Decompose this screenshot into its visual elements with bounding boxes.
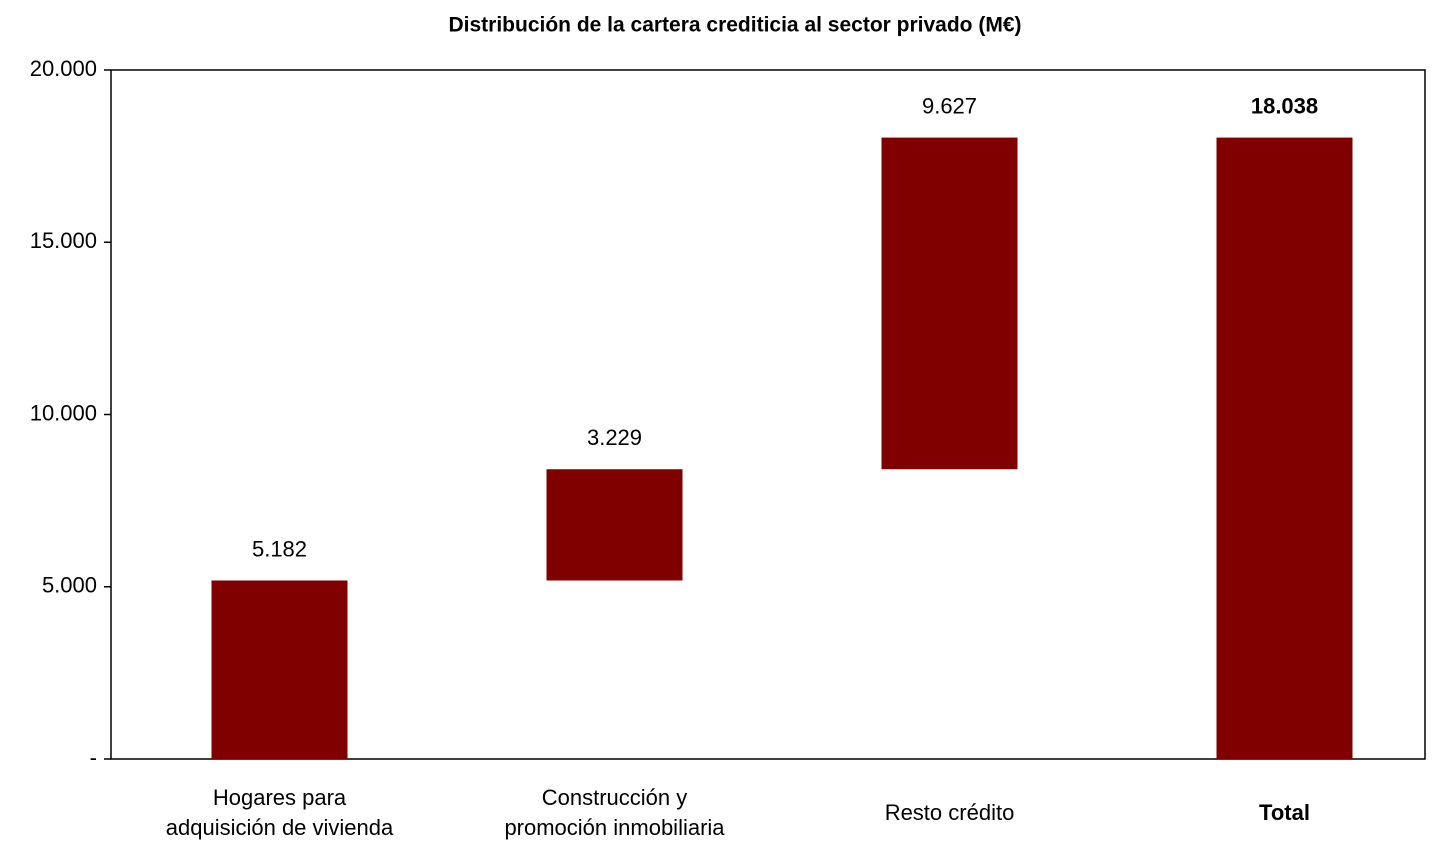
x-tick-label: Total <box>1259 800 1310 825</box>
y-tick-label: 20.000 <box>30 56 97 81</box>
bar <box>546 469 683 581</box>
bar <box>211 580 348 759</box>
data-label: 5.182 <box>252 536 307 561</box>
data-label: 9.627 <box>922 93 977 118</box>
y-tick-label: 10.000 <box>30 400 97 425</box>
data-label: 3.229 <box>587 425 642 450</box>
data-label: 18.038 <box>1251 93 1318 118</box>
x-tick-label: Construcción y promoción inmobiliaria <box>504 785 725 840</box>
x-tick-label: Resto crédito <box>884 800 1015 825</box>
total-bar <box>1216 137 1353 760</box>
chart-title: Distribución de la cartera crediticia al… <box>448 14 1021 37</box>
y-tick-label: - <box>90 745 97 770</box>
y-tick-label: 5.000 <box>42 573 97 598</box>
bar <box>881 137 1018 470</box>
y-tick-label: 15.000 <box>30 228 97 253</box>
x-tick-label: Hogares para adquisición de vivienda <box>165 785 394 840</box>
